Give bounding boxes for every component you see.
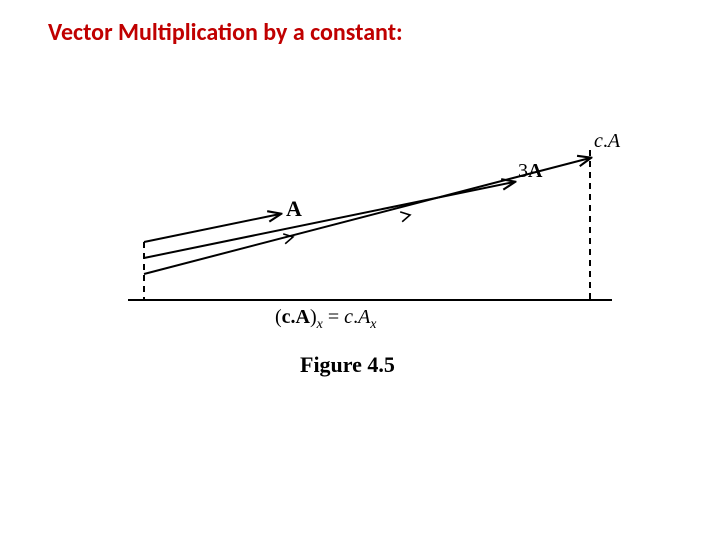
mid-arrowhead-2: [400, 210, 411, 222]
vector-A: [144, 214, 280, 242]
vector-diagram-svg: [120, 130, 620, 330]
equation-text: (c.A)x = c.Ax: [275, 306, 377, 333]
slide: Vector Multiplication by a constant: A 3A…: [0, 0, 720, 540]
slide-title: Vector Multiplication by a constant:: [48, 18, 403, 47]
vector-3A: [144, 182, 514, 258]
vector-label-threeA: 3A: [518, 160, 542, 183]
figure-caption: Figure 4.5: [300, 352, 395, 378]
vector-diagram: A 3A c.A: [120, 130, 620, 330]
vector-label-cA: c.A: [594, 130, 620, 153]
vector-label-A: A: [286, 196, 302, 222]
